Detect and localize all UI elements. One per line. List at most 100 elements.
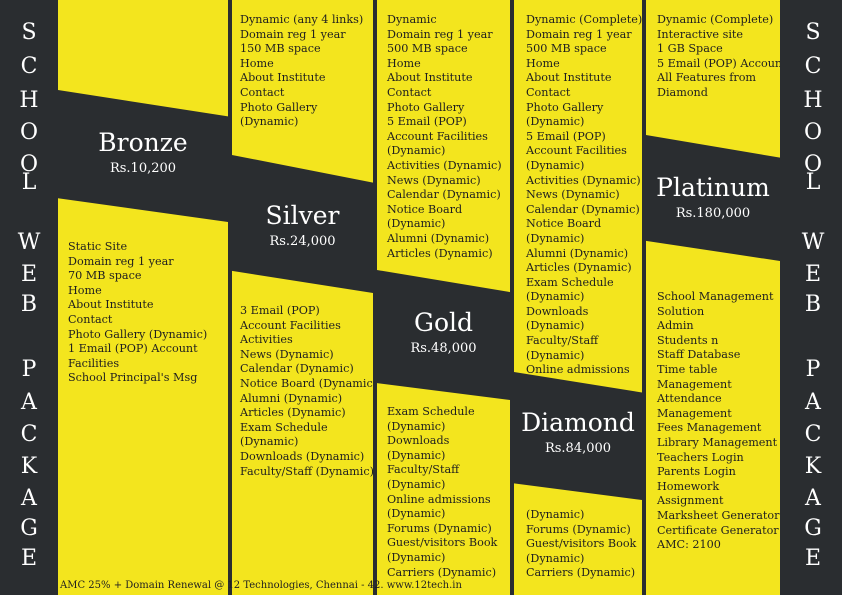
feature-item: 5 Email (POP) <box>387 115 467 129</box>
right-side-letter: A <box>805 486 821 511</box>
feature-item: Assignment <box>657 494 724 508</box>
platinum-features-top: Dynamic (Complete) Interactive site 1 GB… <box>657 13 780 101</box>
feature-item: Contact <box>68 312 113 326</box>
gold-price: Rs.48,000 <box>410 341 477 356</box>
left-side-letter: W <box>17 230 41 255</box>
feature-item: Notice Board (Dynamic) <box>240 376 373 390</box>
feature-item: 5 Email (POP) <box>526 129 606 143</box>
feature-item: Online admissions <box>387 492 491 506</box>
right-side-letter: G <box>804 516 822 541</box>
left-side-letter: C <box>20 422 38 447</box>
gold-features-bottom: Exam Schedule (Dynamic) Downloads (Dynam… <box>387 405 497 580</box>
feature-item: (Dynamic) <box>526 551 585 565</box>
feature-item: 500 MB space <box>526 42 607 56</box>
feature-item: Guest/visitors Book <box>387 536 498 550</box>
silver-price: Rs.24,000 <box>269 234 336 249</box>
feature-item: Attendance <box>657 392 722 406</box>
feature-item: Photo Gallery (Dynamic) <box>68 327 208 341</box>
feature-item: Photo Gallery <box>387 100 465 114</box>
feature-item: Exam Schedule <box>387 405 475 418</box>
diamond-features-top: Dynamic (Complete) Domain reg 1 year 500… <box>526 13 642 378</box>
feature-item: Staff Database <box>657 348 741 362</box>
left-side-letter: C <box>20 54 38 79</box>
silver-band: Silver Rs.24,000 <box>232 155 373 293</box>
left-side-letter: E <box>20 546 38 571</box>
feature-item: About Institute <box>240 71 326 85</box>
feature-item: News (Dynamic) <box>526 188 620 202</box>
right-side-letter: P <box>805 357 821 382</box>
feature-item: News (Dynamic) <box>240 347 334 361</box>
feature-item: About Institute <box>387 71 473 85</box>
feature-item: Activities (Dynamic) <box>526 173 641 187</box>
gold-features-top: Dynamic Domain reg 1 year 500 MB space H… <box>387 13 502 261</box>
silver-features-bottom: 3 Email (POP) Account Facilities Activit… <box>240 304 373 479</box>
feature-item: Teachers Login <box>657 450 744 464</box>
feature-item: (Dynamic) <box>526 348 585 362</box>
silver-name: Silver <box>265 201 340 230</box>
diamond-band: Diamond Rs.84,000 <box>514 372 642 500</box>
bronze-price: Rs.10,200 <box>109 161 177 176</box>
feature-item: Diamond <box>657 85 708 99</box>
feature-item: (Dynamic) <box>387 217 446 231</box>
feature-item: Carriers (Dynamic) <box>387 565 497 579</box>
feature-item: School Management <box>657 290 774 303</box>
feature-item: Parents Login <box>657 465 736 479</box>
feature-item: Faculty/Staff (Dynamic) <box>240 464 373 478</box>
feature-item: Time table <box>657 362 718 376</box>
feature-item: Domain reg 1 year <box>526 27 632 41</box>
left-side-letter: A <box>21 390 37 415</box>
feature-item: Alumni (Dynamic) <box>526 246 629 260</box>
feature-item: Faculty/Staff <box>387 463 460 477</box>
left-side-letter: K <box>20 454 38 479</box>
diamond-price: Rs.84,000 <box>544 441 612 456</box>
feature-item: AMC: 2100 <box>657 538 721 552</box>
feature-item: Forums (Dynamic) <box>387 521 492 535</box>
right-side-letter: K <box>804 454 822 479</box>
feature-item: Homework <box>657 479 720 493</box>
feature-item: Home <box>526 56 560 70</box>
feature-item: (Dynamic) <box>387 507 446 521</box>
feature-item: (Dynamic) <box>387 419 446 433</box>
gold-name: Gold <box>413 308 474 337</box>
bronze-features: Static Site Domain reg 1 year 70 MB spac… <box>68 240 207 386</box>
feature-item: Guest/visitors Book <box>526 537 637 551</box>
silver-column: Dynamic (any 4 links) Domain reg 1 year … <box>232 0 373 595</box>
left-side-letter: O <box>19 120 39 145</box>
bronze-column: Bronze Rs.10,200 Static Site Domain reg … <box>58 0 228 595</box>
diamond-name: Diamond <box>521 408 635 437</box>
right-side-letter: E <box>804 546 822 571</box>
feature-item: Account Facilities <box>526 144 627 158</box>
feature-item: Dynamic <box>387 13 437 26</box>
feature-item: Alumni (Dynamic) <box>387 231 490 245</box>
feature-item: Calendar (Dynamic) <box>240 362 354 376</box>
feature-item: Contact <box>387 85 432 99</box>
feature-item: (Dynamic) <box>240 435 299 449</box>
right-side-letter: C <box>804 422 822 447</box>
feature-item: Admin <box>657 319 694 333</box>
right-side-panel: S C H O O L W E B P A C K A G E <box>784 0 842 595</box>
left-side-letter: P <box>21 357 37 382</box>
silver-features-top: Dynamic (any 4 links) Domain reg 1 year … <box>240 13 363 130</box>
feature-item: (Dynamic) <box>526 158 585 172</box>
feature-item: (Dynamic) <box>526 319 585 333</box>
right-side-letter: H <box>803 88 823 113</box>
feature-item: (Dynamic) <box>387 550 446 564</box>
feature-item: Calendar (Dynamic) <box>387 188 501 202</box>
diamond-column: Dynamic (Complete) Domain reg 1 year 500… <box>514 0 642 595</box>
left-side-letter: G <box>20 516 38 541</box>
left-side-letter: A <box>21 486 37 511</box>
feature-item: Activities (Dynamic) <box>387 158 502 172</box>
feature-item: Domain reg 1 year <box>68 254 174 268</box>
feature-item: Activities <box>240 333 293 347</box>
feature-item: (Dynamic) <box>387 477 446 491</box>
feature-item: Carriers (Dynamic) <box>526 566 636 580</box>
feature-item: 1 GB Space <box>657 42 723 56</box>
feature-item: Alumni (Dynamic) <box>240 391 343 405</box>
feature-item: Notice Board <box>526 217 602 231</box>
gold-column: Dynamic Domain reg 1 year 500 MB space H… <box>377 0 510 595</box>
feature-item: 150 MB space <box>240 42 321 56</box>
feature-item: Dynamic (any 4 links) <box>240 13 364 26</box>
feature-item: Static Site <box>68 240 128 253</box>
feature-item: (Dynamic) <box>526 231 585 245</box>
feature-item: Management <box>657 377 732 391</box>
